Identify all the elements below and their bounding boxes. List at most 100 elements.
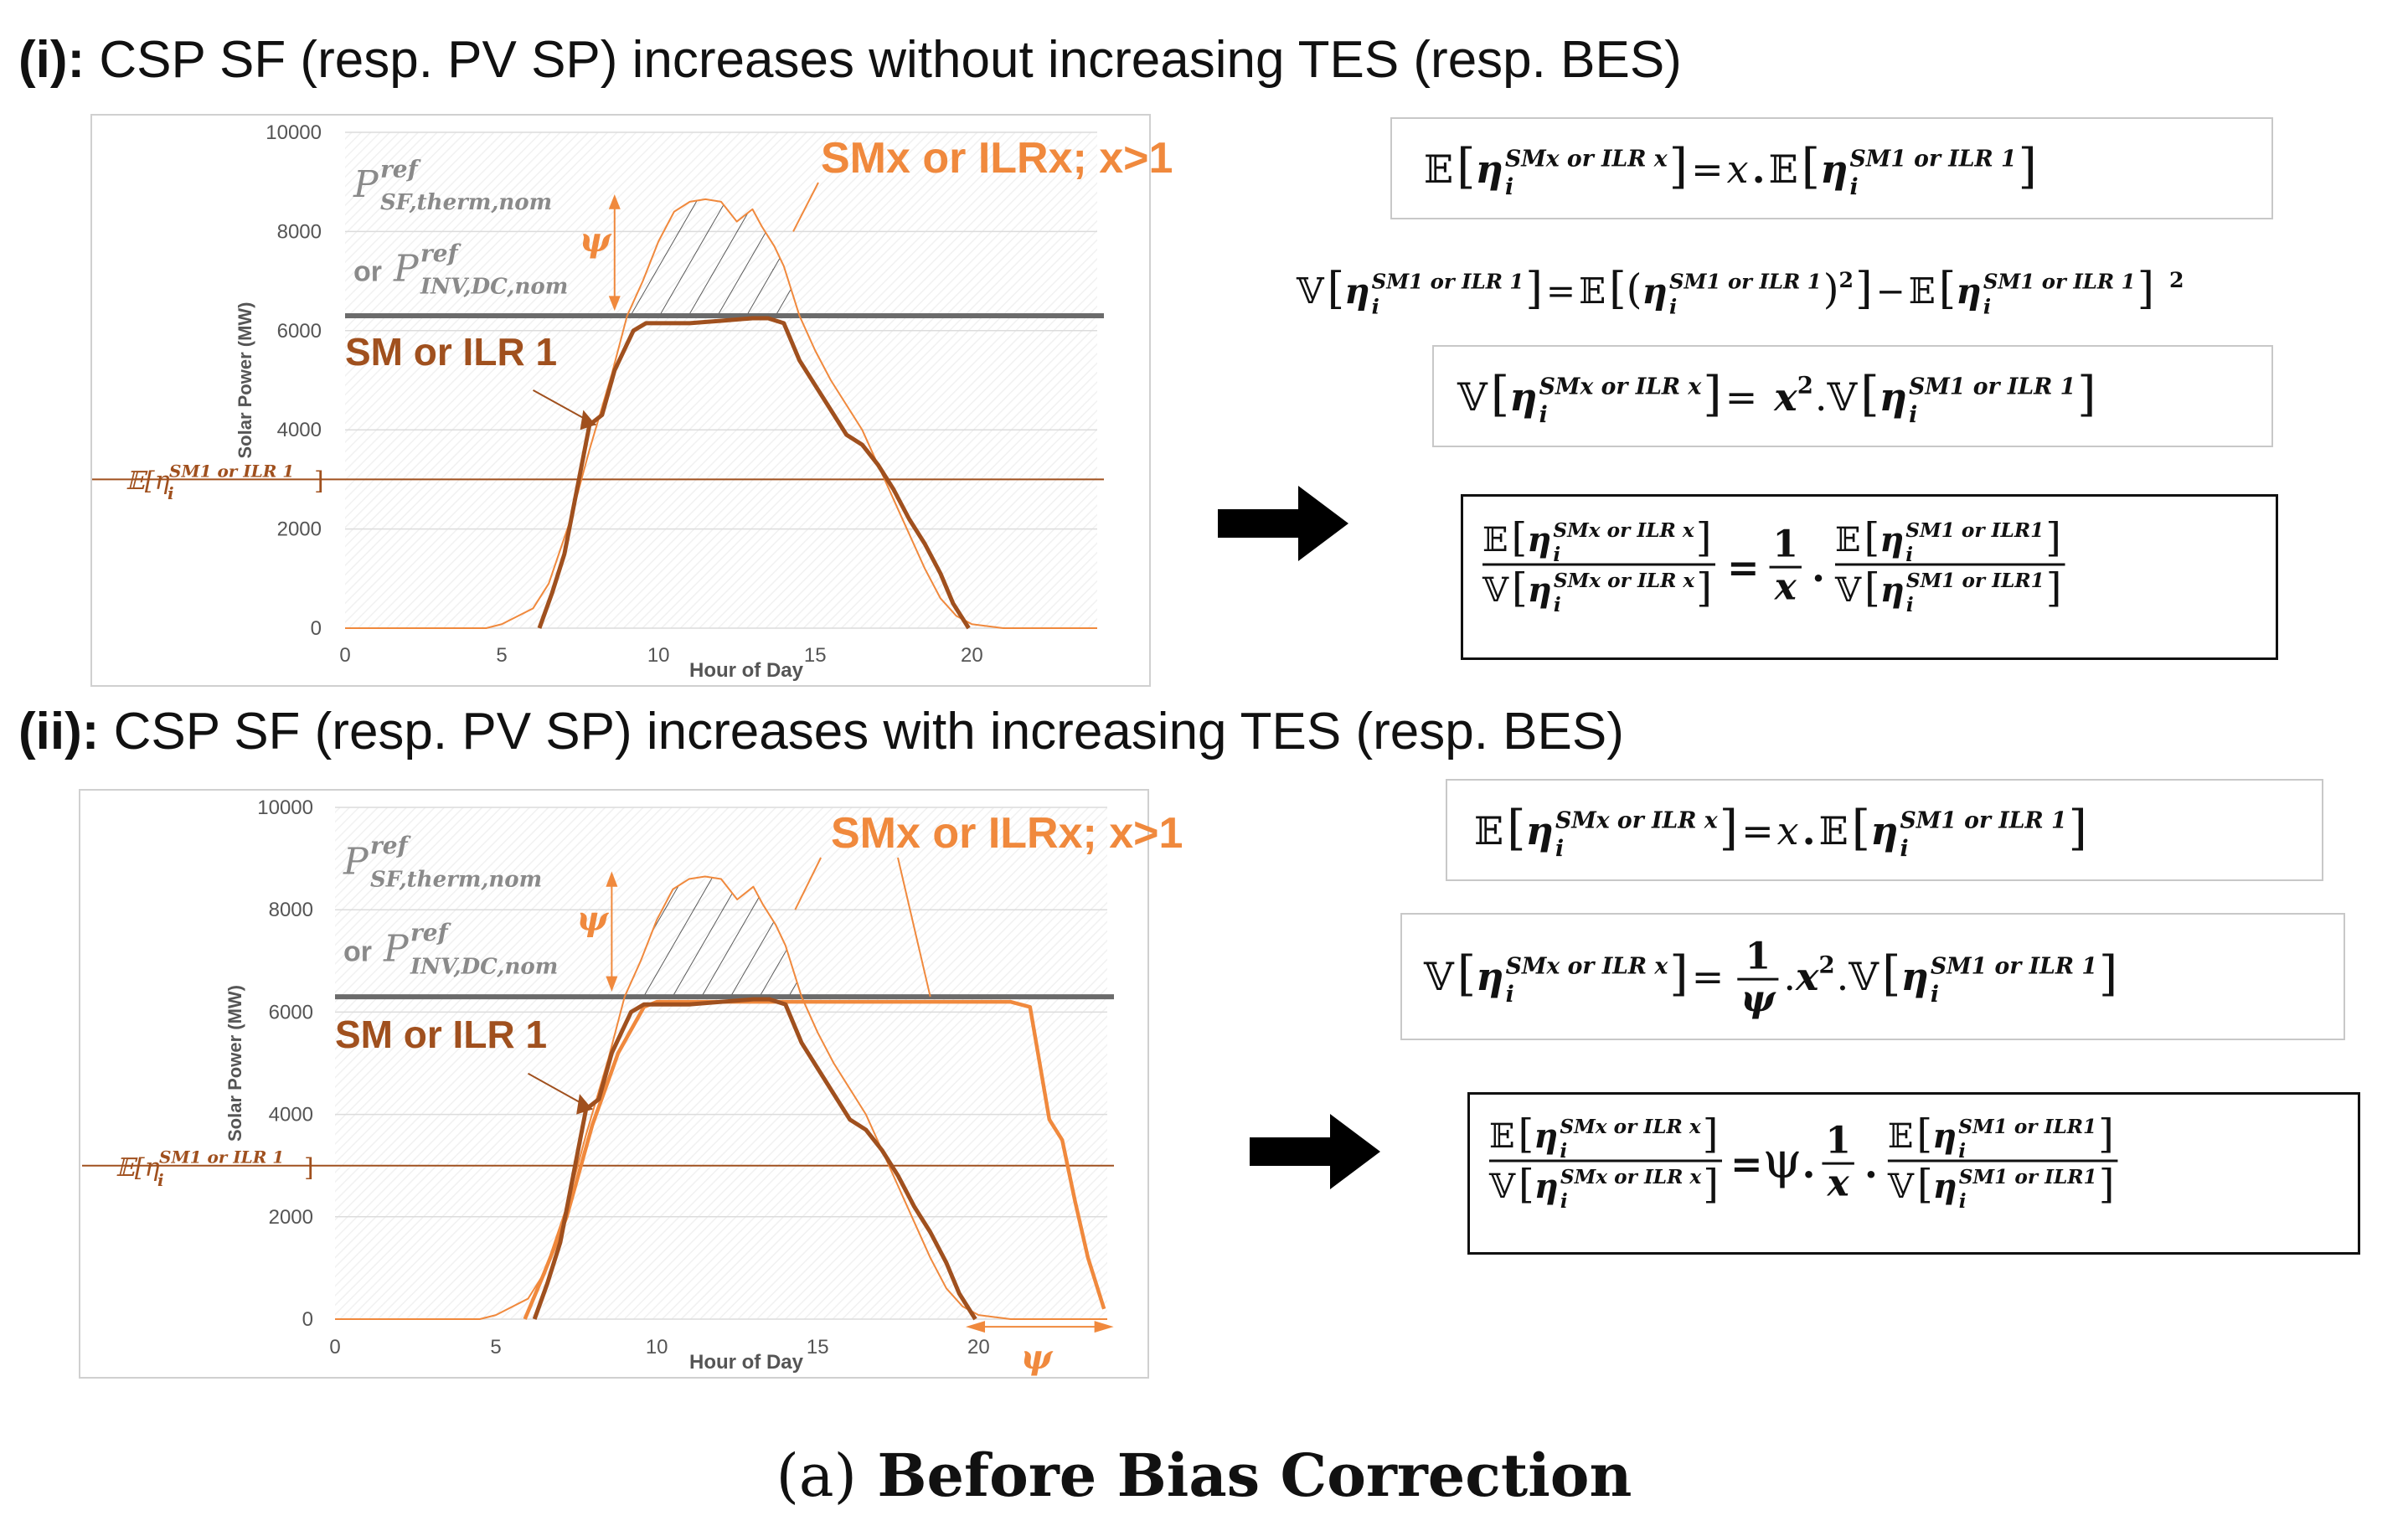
svg-text:ref: ref [370,832,412,859]
svg-text:η: η [1870,808,1898,853]
svg-text:P: P [393,248,420,291]
svg-text:=: = [1730,1142,1763,1187]
series-x-pointer [792,182,819,232]
svg-text:]: ] [2098,1111,2114,1157]
psi-arrow-head [606,871,618,887]
svg-text:SMx or ILR x: SMx or ILR x [1560,1166,1703,1188]
svg-text:=: = [1741,808,1774,853]
svg-text:𝔼: 𝔼 [1474,808,1503,853]
svg-text:η: η [1527,520,1551,559]
psi-arrow-tail [606,976,618,992]
svg-text:.: . [1864,1142,1878,1187]
y-tick-label: 0 [311,617,322,640]
svg-text:i: i [1539,402,1548,428]
svg-text:P: P [343,840,369,883]
svg-text:i: i [1372,295,1379,319]
svg-text:i: i [1850,174,1859,200]
equation-i-ratio: 𝔼[η SMx or ILR xi]𝕍[η SMx or ILR xi] =1x .𝔼[… [1482,514,2065,616]
svg-text:]: ] [2069,800,2087,856]
svg-text:𝔼: 𝔼 [1909,271,1936,312]
svg-text:ψ: ψ [1740,977,1776,1020]
svg-text:i: i [1555,836,1564,862]
svg-text:i: i [1560,1140,1567,1163]
svg-text:.: . [1812,545,1825,590]
series-1-pointer-head [576,1094,593,1115]
x-tick-label: 5 [496,644,507,667]
series-x-label: SMx or ILRx; x>1 [821,134,1173,183]
svg-text:[: [ [1512,565,1528,611]
x-tick-label: 20 [967,1336,990,1358]
svg-text:P: P [383,927,410,970]
y-tick-label: 8000 [269,899,313,921]
svg-text:.: . [1783,954,1796,999]
svg-text:η: η [1880,570,1905,610]
svg-text:[: [ [1519,1111,1534,1157]
section-title-ii: (ii): CSP SF (resp. PV SP) increases wit… [18,702,1624,761]
svg-text:SM1 or ILR1: SM1 or ILR1 [1905,519,2044,542]
equation-box-i-ratio [1461,494,2278,660]
series-1-pointer-head [580,410,596,430]
psi-arrow-head [608,194,621,209]
svg-text:ref: ref [420,240,462,267]
svg-text:𝔼: 𝔼 [1819,808,1849,853]
svg-text:SM1 or ILR 1: SM1 or ILR 1 [1983,269,2136,293]
svg-text:SM1 or ILR 1: SM1 or ILR 1 [1372,269,1524,293]
svg-text:𝔼[η: 𝔼[η [116,1153,160,1183]
section-prefix-i: (i): [18,31,85,89]
svg-text:ref: ref [410,919,452,946]
chart-ii: 0 2000 4000 6000 8000 10000 0 5 10 15 20 Hour of Da… [82,797,1183,1377]
svg-text:]: ] [2099,1161,2115,1208]
svg-text:𝕍: 𝕍 [1887,1168,1915,1206]
x-axis-title: Hour of Day [689,1351,804,1374]
svg-text:]: ] [2077,366,2096,422]
svg-text:i: i [1931,982,1939,1008]
svg-text:i: i [1959,1190,1967,1213]
y-tick-label: 6000 [277,320,322,343]
svg-text:[: [ [1491,366,1509,422]
svg-text:η: η [1642,271,1668,312]
curtailment-hatch [626,198,800,317]
svg-text:𝔼: 𝔼 [1888,1117,1914,1156]
y-tick-label: 4000 [277,419,322,441]
svg-text:]: ] [1720,800,1738,856]
svg-text:i: i [1553,544,1560,566]
svg-text:1: 1 [1825,1120,1850,1163]
svg-text:η: η [1509,374,1537,420]
svg-text:P: P [353,163,379,206]
svg-text:𝔼: 𝔼 [1579,271,1606,312]
equation-box-ii-variance [1400,913,2345,1040]
svg-text:SMx or ILR x: SMx or ILR x [1554,570,1696,592]
series-x-label: SMx or ILRx; x>1 [831,809,1183,858]
svg-text:i: i [168,483,174,503]
svg-text:i: i [1506,982,1514,1008]
svg-text:SMx or ILR x: SMx or ILR x [1505,147,1668,173]
svg-text:]: ] [1703,366,1721,422]
svg-text:]: ] [2019,138,2037,194]
svg-text:[: [ [1864,565,1880,611]
svg-text:𝔼: 𝔼 [1482,521,1508,559]
x-tick-label: 0 [329,1336,340,1358]
equation-box-i-expectation [1390,117,2273,219]
caption-text: Before Bias Correction [856,1441,1632,1510]
svg-text:1: 1 [1773,523,1798,566]
svg-text:[: [ [1916,1111,1932,1157]
svg-text:η: η [1476,954,1503,999]
x-tick-label: 15 [807,1336,829,1358]
svg-text:2: 2 [1839,267,1854,292]
svg-text:INV,DC,nom: INV,DC,nom [410,955,558,980]
section-prefix-ii: (ii): [18,703,100,760]
svg-text:[: [ [1864,514,1879,561]
psi-label: ψ [580,220,612,260]
section-text-ii: CSP SF (resp. PV SP) increases with incr… [99,703,1624,760]
svg-text:]: ] [1696,565,1712,611]
svg-text:i: i [1906,594,1914,616]
svg-text:]: ] [1703,1111,1719,1157]
y-axis-title: Solar Power (MW) [235,302,255,458]
svg-text:SM1 or ILR 1: SM1 or ILR 1 [1669,269,1822,293]
svg-text:(: ( [1627,266,1642,313]
svg-text:i: i [1560,1190,1568,1213]
equation-i-variance-scaling: 𝕍[η SMx or ILR xi] = x 2. 𝕍[η SM1 or ILR 1i] [1457,366,2096,428]
svg-text:𝕍: 𝕍 [1482,571,1509,610]
svg-text:η: η [1476,147,1503,192]
